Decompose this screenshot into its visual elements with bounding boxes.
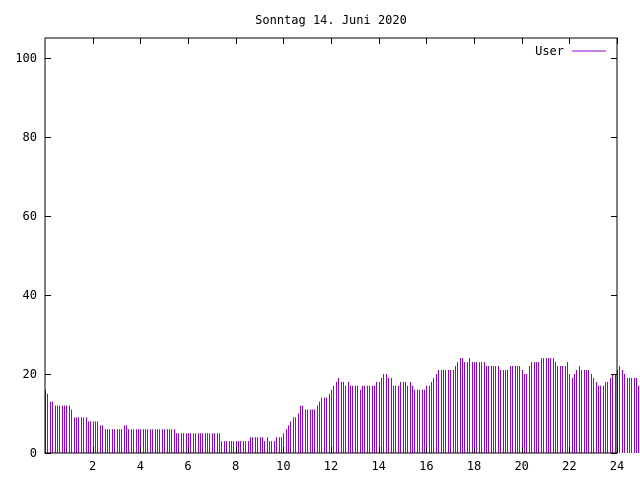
- y-axis: 0 20 40 60 80 100: [15, 51, 617, 460]
- x-tick-label: 24: [610, 459, 624, 473]
- x-tick-label: 20: [514, 459, 528, 473]
- y-tick-label: 20: [23, 367, 37, 381]
- y-tick-label: 60: [23, 209, 37, 223]
- x-tick-label: 12: [324, 459, 338, 473]
- x-tick-label: 22: [562, 459, 576, 473]
- legend: User: [535, 44, 606, 58]
- x-tick-label: 10: [276, 459, 290, 473]
- legend-label: User: [535, 44, 564, 58]
- y-tick-label: 0: [30, 446, 37, 460]
- x-axis: 2 4 6 8 10 12 14 16 18 20 22 24: [89, 38, 624, 473]
- y-tick-label: 40: [23, 288, 37, 302]
- y-tick-label: 100: [15, 51, 37, 65]
- x-tick-label: 18: [467, 459, 481, 473]
- x-tick-label: 14: [371, 459, 385, 473]
- series-bars: [45, 358, 639, 453]
- y-tick-label: 80: [23, 130, 37, 144]
- chart-title: Sonntag 14. Juni 2020: [255, 13, 407, 27]
- x-tick-label: 8: [232, 459, 239, 473]
- x-tick-label: 16: [419, 459, 433, 473]
- x-tick-label: 2: [89, 459, 96, 473]
- x-tick-label: 6: [184, 459, 191, 473]
- x-tick-label: 4: [137, 459, 144, 473]
